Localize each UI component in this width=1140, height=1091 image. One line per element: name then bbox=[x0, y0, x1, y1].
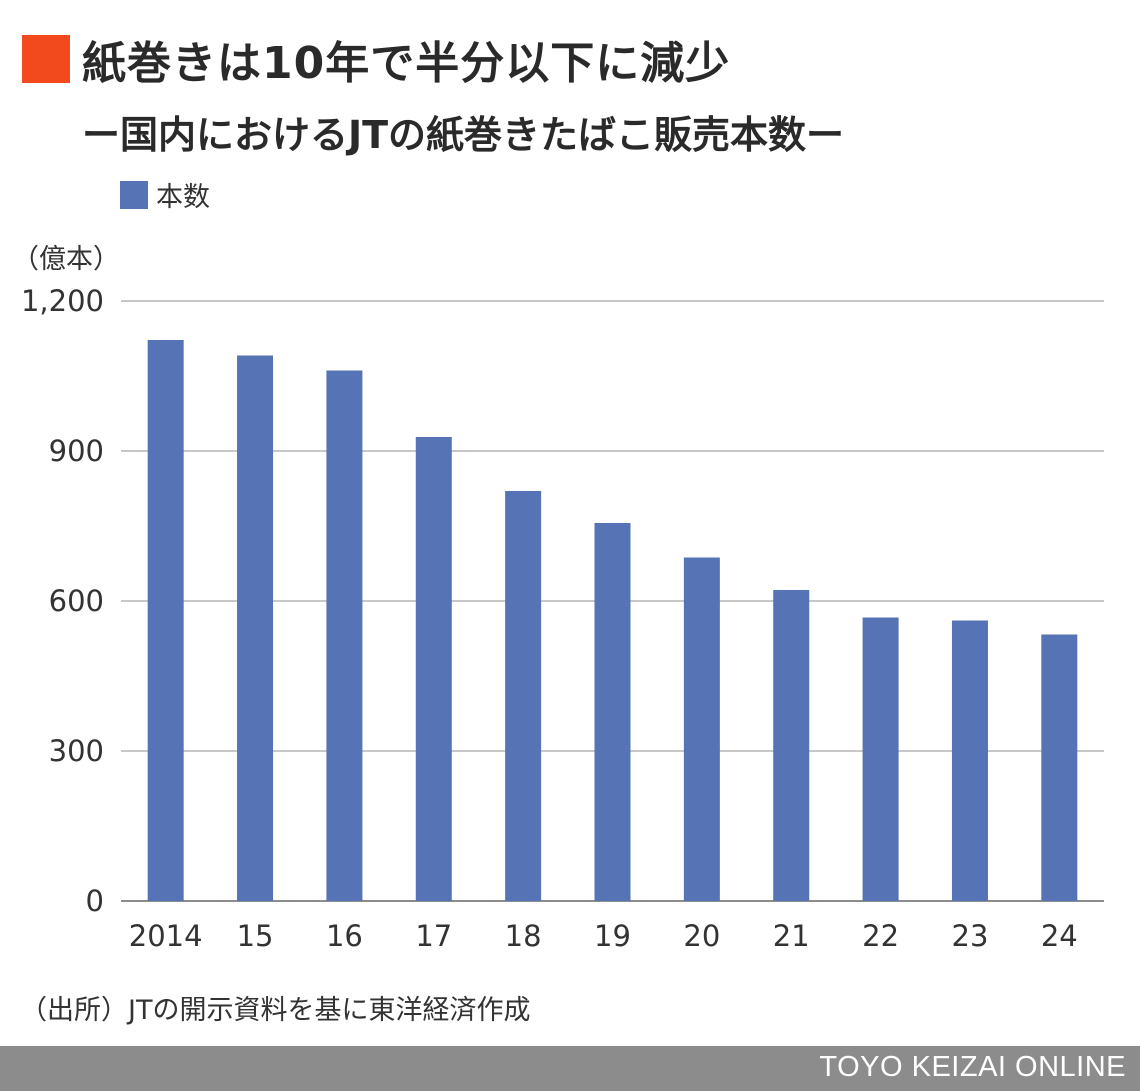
bar bbox=[683, 557, 720, 901]
footer-brand: TOYO KEIZAI ONLINE bbox=[819, 1051, 1126, 1083]
x-tick-label: 23 bbox=[952, 919, 989, 953]
x-tick-label: 18 bbox=[505, 919, 542, 953]
bar bbox=[594, 523, 631, 901]
x-tick-label: 20 bbox=[683, 919, 720, 953]
bar bbox=[326, 370, 363, 901]
x-tick-label: 19 bbox=[594, 919, 631, 953]
x-tick-label: 22 bbox=[862, 919, 899, 953]
chart-subtitle: ー国内におけるJTの紙巻きたばこ販売本数ー bbox=[82, 113, 845, 157]
x-tick-label: 24 bbox=[1041, 919, 1078, 953]
y-tick-label: 300 bbox=[49, 734, 104, 768]
x-tick-label: 15 bbox=[237, 919, 274, 953]
chart-title-row: 紙巻きは10年で半分以下に減少 bbox=[22, 28, 730, 90]
bar bbox=[1041, 634, 1078, 901]
bar bbox=[505, 491, 542, 901]
legend-swatch bbox=[120, 180, 148, 209]
chart-title: 紙巻きは10年で半分以下に減少 bbox=[82, 38, 731, 89]
y-tick-label: 900 bbox=[49, 434, 104, 468]
legend-label: 本数 bbox=[156, 182, 210, 213]
x-tick-label: 21 bbox=[773, 919, 810, 953]
bar bbox=[237, 355, 274, 901]
y-tick-label: 1,200 bbox=[21, 284, 104, 318]
bar bbox=[147, 340, 184, 901]
bar bbox=[773, 590, 810, 901]
x-tick-label: 2014 bbox=[129, 919, 203, 953]
bar bbox=[415, 437, 452, 901]
title-marker-square bbox=[22, 35, 70, 83]
x-tick-label: 17 bbox=[415, 919, 452, 953]
bar bbox=[862, 617, 899, 901]
chart-legend: 本数 bbox=[120, 175, 210, 214]
x-tick-label: 16 bbox=[326, 919, 363, 953]
bar-chart: 0 300 600 900 1,200 2014 15 16 17 18 19 20 21 22 23 24 bbox=[21, 284, 1104, 953]
bar bbox=[951, 620, 988, 901]
source-note: （出所）JTの開示資料を基に東洋経済作成 bbox=[20, 995, 531, 1026]
y-tick-label: 600 bbox=[49, 584, 104, 618]
y-axis-unit-label: （億本） bbox=[12, 244, 120, 275]
chart-title-block: 紙巻きは10年で半分以下に減少 bbox=[22, 28, 730, 90]
footer-bar: TOYO KEIZAI ONLINE bbox=[0, 1046, 1140, 1091]
y-tick-label: 0 bbox=[86, 884, 104, 918]
